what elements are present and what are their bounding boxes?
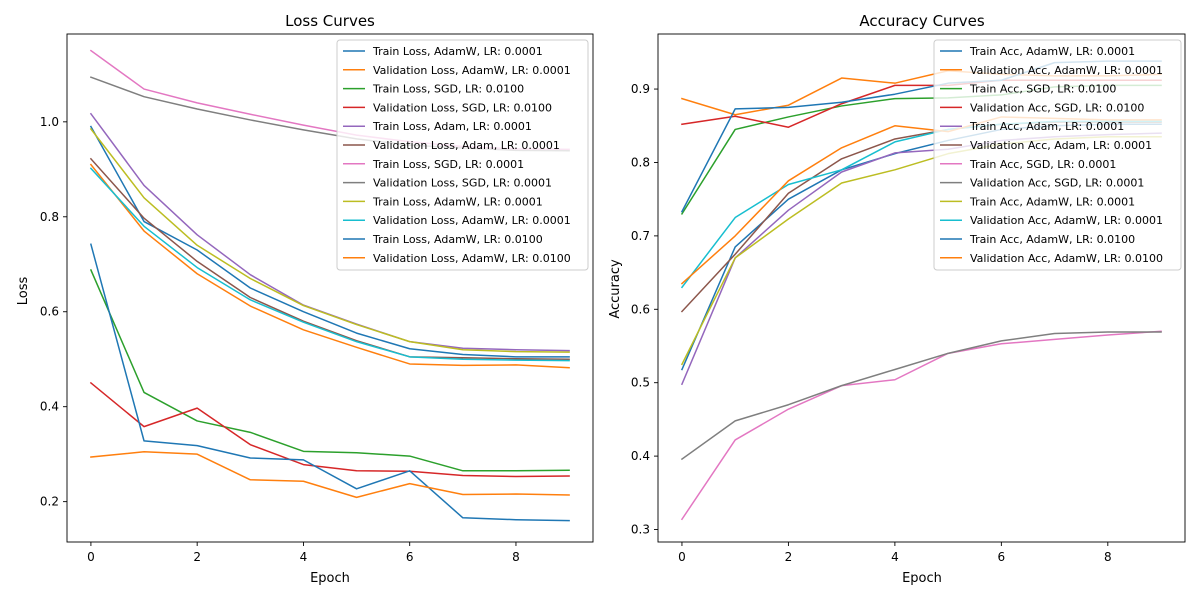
loss-series-line-5	[89, 157, 570, 360]
loss-chart-panel: Loss Curves Epoch Loss 0 2 4 6 8 0.2 0.4 0.6 0.8…	[16, 12, 594, 586]
loss-legend-box	[336, 39, 589, 271]
accuracy-legend-label-6: Train Acc, SGD, LR: 0.0001	[969, 158, 1116, 171]
accuracy-x-tick-label-2: 4	[891, 550, 899, 564]
accuracy-series-line-6	[680, 330, 1162, 521]
loss-axes-frame	[66, 33, 594, 543]
loss-series-line-0	[89, 125, 570, 358]
accuracy-axes-frame	[657, 33, 1186, 543]
loss-series-line-3	[89, 381, 570, 478]
loss-chart-title: Loss Curves	[285, 12, 375, 30]
loss-legend-label-9: Validation Loss, AdamW, LR: 0.0001	[373, 214, 571, 227]
accuracy-chart-title: Accuracy Curves	[859, 12, 985, 30]
loss-legend-label-11: Validation Loss, AdamW, LR: 0.0100	[373, 252, 571, 265]
accuracy-legend-label-11: Validation Acc, AdamW, LR: 0.0100	[970, 252, 1163, 265]
loss-y-tick-label-2: 0.6	[40, 305, 59, 319]
accuracy-plot-area: 0 2 4 6 8 0.3 0.4 0.5 0.6 0.7 0.8 0.9 Train Acc, Ada…	[631, 33, 1186, 564]
accuracy-y-tick-label-0: 0.3	[631, 523, 650, 537]
accuracy-legend-label-1: Validation Acc, AdamW, LR: 0.0001	[970, 64, 1163, 77]
loss-series-line-11	[90, 451, 570, 499]
accuracy-x-tick-label-1: 2	[785, 550, 793, 564]
loss-y-tick-label-4: 1.0	[40, 115, 59, 129]
loss-legend-label-2: Train Loss, SGD, LR: 0.0100	[372, 83, 524, 96]
accuracy-y-tick-label-4: 0.7	[631, 229, 650, 243]
accuracy-legend: Train Acc, AdamW, LR: 0.0001 Validation A…	[933, 39, 1182, 271]
loss-series-line-1	[89, 163, 570, 369]
loss-y-tick-label-3: 0.8	[40, 210, 59, 224]
loss-x-tick-label-1: 2	[193, 550, 201, 564]
loss-y-tick-label-1: 0.4	[40, 400, 59, 414]
accuracy-y-tick-label-5: 0.8	[631, 155, 650, 169]
loss-legend-label-1: Validation Loss, AdamW, LR: 0.0001	[373, 64, 571, 77]
loss-legend-label-0: Train Loss, AdamW, LR: 0.0001	[372, 45, 543, 58]
accuracy-y-tick-label-6: 0.9	[631, 82, 650, 96]
accuracy-y-tick-label-1: 0.4	[631, 449, 650, 463]
loss-x-tick-label-4: 8	[512, 550, 520, 564]
accuracy-legend-label-4: Train Acc, Adam, LR: 0.0001	[969, 120, 1124, 133]
accuracy-legend-label-8: Train Acc, AdamW, LR: 0.0001	[969, 195, 1135, 208]
loss-legend-label-7: Validation Loss, SGD, LR: 0.0001	[373, 177, 552, 190]
loss-series-line-10	[89, 243, 570, 522]
loss-y-axis-label: Loss	[16, 277, 31, 306]
accuracy-y-tick-label-2: 0.5	[631, 376, 650, 390]
loss-series-line-8	[89, 127, 570, 353]
accuracy-legend-label-5: Validation Acc, Adam, LR: 0.0001	[970, 139, 1152, 152]
accuracy-legend-label-9: Validation Acc, AdamW, LR: 0.0001	[970, 214, 1163, 227]
accuracy-x-tick-label-3: 6	[998, 550, 1006, 564]
loss-series-line-9	[89, 167, 570, 362]
accuracy-y-axis-label: Accuracy	[608, 259, 623, 319]
accuracy-y-tick-label-3: 0.6	[631, 302, 650, 316]
accuracy-chart-panel: Accuracy Curves Epoch Accuracy 0 2 4 6 80.30…	[608, 12, 1186, 586]
loss-legend-label-3: Validation Loss, SGD, LR: 0.0100	[373, 101, 552, 114]
loss-plot-area: 0 2 4 6 8 0.2 0.4 0.6 0.8 1.0 Train Loss, AdamW, L…	[40, 33, 594, 564]
loss-legend-label-4: Train Loss, Adam, LR: 0.0001	[372, 120, 532, 133]
loss-legend: Train Loss, AdamW, LR: 0.0001 Validation …	[336, 39, 589, 271]
accuracy-x-axis-label: Epoch	[902, 571, 942, 586]
accuracy-x-tick-label-4: 8	[1104, 550, 1112, 564]
accuracy-legend-label-2: Train Acc, SGD, LR: 0.0100	[969, 83, 1116, 96]
loss-x-tick-label-0: 0	[87, 550, 95, 564]
loss-y-tick-label-0: 0.2	[40, 495, 59, 509]
loss-series-line-2	[89, 268, 570, 472]
accuracy-legend-label-0: Train Acc, AdamW, LR: 0.0001	[969, 45, 1135, 58]
loss-legend-label-6: Train Loss, SGD, LR: 0.0001	[372, 158, 524, 171]
loss-x-tick-label-3: 6	[406, 550, 414, 564]
accuracy-legend-label-10: Train Acc, AdamW, LR: 0.0100	[969, 233, 1135, 246]
loss-legend-label-8: Train Loss, AdamW, LR: 0.0001	[372, 195, 543, 208]
loss-legend-label-10: Train Loss, AdamW, LR: 0.0100	[372, 233, 543, 246]
loss-x-tick-label-2: 4	[300, 550, 308, 564]
accuracy-x-tick-label-0: 0	[678, 550, 686, 564]
accuracy-series-line-7	[680, 331, 1162, 461]
loss-legend-label-5: Validation Loss, Adam, LR: 0.0001	[373, 139, 560, 152]
accuracy-legend-label-3: Validation Acc, SGD, LR: 0.0100	[970, 101, 1144, 114]
accuracy-legend-box	[933, 39, 1182, 271]
accuracy-legend-label-7: Validation Acc, SGD, LR: 0.0001	[970, 177, 1144, 190]
loss-x-axis-label: Epoch	[310, 571, 350, 586]
